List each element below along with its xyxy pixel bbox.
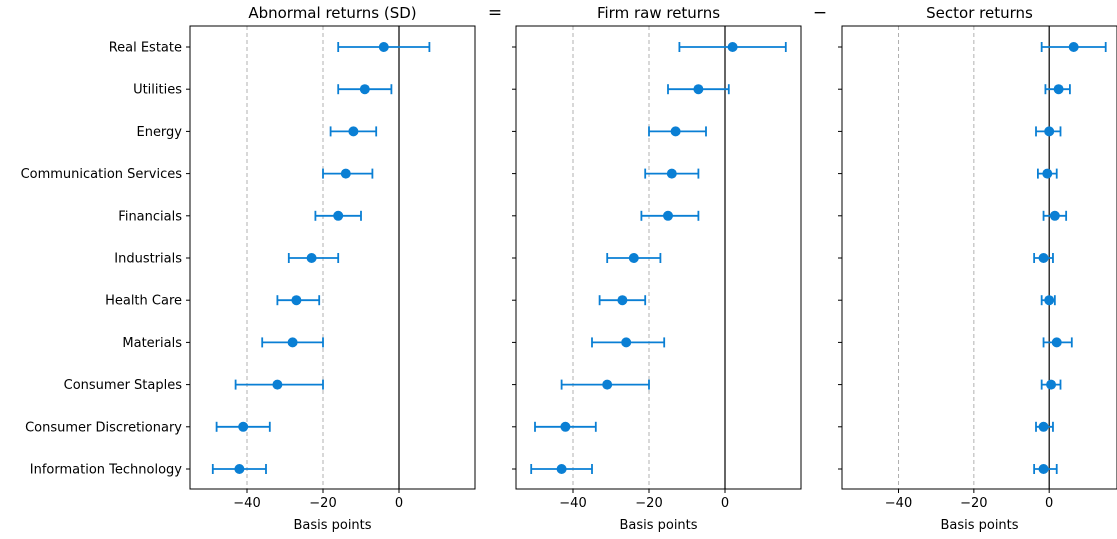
data-point bbox=[693, 84, 704, 95]
equals-operator: = bbox=[488, 3, 502, 23]
y-tick-label: Real Estate bbox=[109, 41, 182, 56]
x-tick-label: −40 bbox=[233, 496, 260, 511]
x-axis-label: Basis points bbox=[293, 518, 371, 533]
data-point bbox=[560, 421, 571, 432]
x-tick-label: 0 bbox=[395, 496, 403, 511]
data-point bbox=[727, 42, 738, 52]
y-tick-label: Consumer Discretionary bbox=[25, 420, 182, 435]
data-point bbox=[1068, 42, 1079, 52]
y-tick-label: Financials bbox=[118, 209, 182, 224]
data-point bbox=[287, 337, 298, 348]
data-point bbox=[1051, 337, 1062, 348]
panel-title: Abnormal returns (SD) bbox=[248, 4, 416, 22]
x-tick-label: 0 bbox=[1045, 496, 1053, 511]
data-point bbox=[621, 337, 632, 348]
data-point bbox=[1038, 421, 1049, 432]
data-point bbox=[272, 379, 283, 390]
data-point bbox=[617, 295, 628, 306]
plot-frame bbox=[841, 25, 1117, 490]
data-point bbox=[663, 210, 673, 221]
y-tick-label: Utilities bbox=[133, 83, 182, 98]
data-point bbox=[1049, 210, 1060, 221]
data-point bbox=[238, 421, 249, 432]
data-point bbox=[359, 84, 370, 95]
data-point bbox=[234, 464, 245, 474]
data-point bbox=[340, 168, 351, 179]
y-tick-label: Health Care bbox=[105, 294, 182, 309]
data-point bbox=[1042, 168, 1053, 179]
panel-title: Firm raw returns bbox=[597, 4, 720, 22]
data-point bbox=[348, 126, 359, 137]
data-point bbox=[378, 42, 389, 52]
y-tick-label: Materials bbox=[122, 336, 182, 351]
data-point bbox=[1038, 253, 1049, 263]
panel-3: Sector returns −40 −20 0 Basis points bbox=[838, 4, 1117, 533]
x-axis-label: Basis points bbox=[940, 518, 1018, 533]
x-tick-label: −40 bbox=[885, 496, 912, 511]
data-point bbox=[1046, 379, 1057, 390]
data-point bbox=[556, 464, 567, 474]
y-tick-label: Energy bbox=[136, 125, 182, 140]
y-tick-label: Industrials bbox=[114, 252, 182, 267]
panel-1: Abnormal returns (SD) Real Estate Utilitie… bbox=[21, 4, 476, 533]
data-point bbox=[1044, 295, 1055, 306]
data-point bbox=[666, 168, 677, 179]
data-point bbox=[670, 126, 681, 137]
y-tick-label: Information Technology bbox=[30, 463, 183, 478]
x-tick-label: −20 bbox=[635, 496, 662, 511]
data-point bbox=[1053, 84, 1064, 95]
x-tick-label: −40 bbox=[559, 496, 586, 511]
panel-2: Firm raw returns −40 −20 0 Basis points bbox=[512, 4, 802, 533]
data-point bbox=[306, 253, 317, 263]
x-tick-label: −20 bbox=[960, 496, 987, 511]
panel-title: Sector returns bbox=[926, 4, 1033, 22]
y-tick-label: Consumer Staples bbox=[64, 378, 183, 393]
data-point bbox=[1038, 464, 1049, 474]
minus-operator: − bbox=[813, 3, 827, 23]
data-point bbox=[1044, 126, 1055, 137]
data-point bbox=[628, 253, 639, 263]
y-tick-label: Communication Services bbox=[21, 167, 183, 182]
data-point bbox=[291, 295, 302, 306]
x-tick-label: −20 bbox=[309, 496, 336, 511]
x-tick-label: 0 bbox=[721, 496, 729, 511]
data-point bbox=[333, 210, 344, 221]
data-point bbox=[602, 379, 613, 390]
x-axis-label: Basis points bbox=[619, 518, 697, 533]
